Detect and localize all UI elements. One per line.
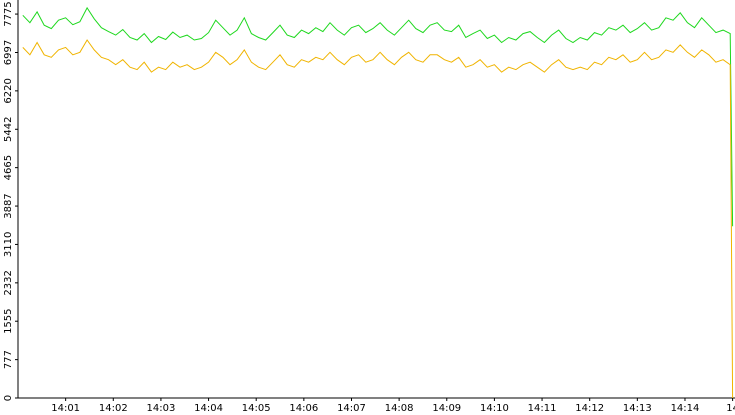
x-tick-label: 14:11 (528, 403, 557, 414)
x-tick-label: 14:02 (99, 403, 128, 414)
y-tick-label: 777 (3, 350, 14, 369)
line-series (22, 6, 734, 227)
x-tick-label: 14:03 (147, 403, 176, 414)
y-tick-label: 6220 (3, 78, 14, 103)
x-tick-label: 14:09 (432, 403, 461, 414)
x-tick-label: 14:13 (623, 403, 652, 414)
y-tick-label: 7775 (3, 1, 14, 26)
x-tick-label: 14 (726, 403, 735, 414)
x-tick-label: 14:05 (242, 403, 271, 414)
y-tick-label: 5442 (3, 117, 14, 142)
x-tick-label: 14:07 (337, 403, 366, 414)
y-tick-label: 4665 (3, 155, 14, 180)
y-tick-label: 0 (3, 395, 14, 401)
x-tick-label: 14:01 (51, 403, 80, 414)
x-tick-label: 14:10 (480, 403, 509, 414)
x-tick-label: 14:08 (385, 403, 414, 414)
y-tick-label: 1555 (3, 308, 14, 333)
y-tick-label: 3110 (3, 232, 14, 257)
y-tick-label: 6997 (3, 40, 14, 65)
y-tick-label: 2332 (3, 270, 14, 295)
x-tick-label: 14:06 (289, 403, 318, 414)
x-tick-label: 14:04 (194, 403, 223, 414)
line-series (22, 39, 734, 399)
x-tick-label: 14:14 (671, 403, 700, 414)
x-tick-label: 14:12 (575, 403, 604, 414)
y-tick-label: 3887 (3, 193, 14, 218)
